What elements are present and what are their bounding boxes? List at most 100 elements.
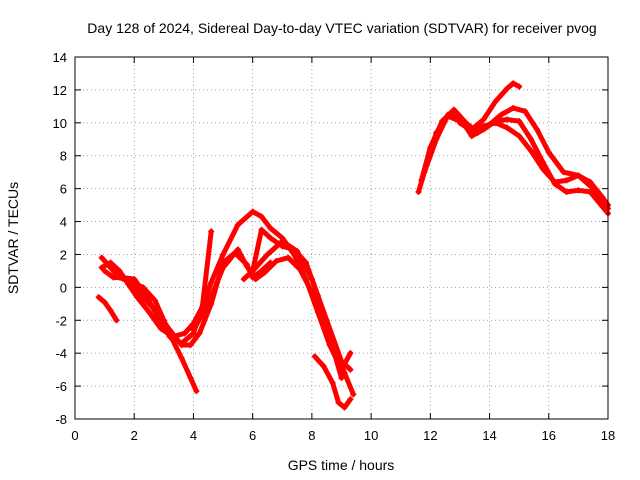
data-point-marker: [267, 225, 274, 232]
x-tick-label: 8: [308, 428, 315, 443]
y-axis-title: SDTVAR / TECUs: [5, 182, 21, 294]
series-track-3: [95, 294, 120, 324]
series-track-8: [249, 238, 354, 373]
data-point-marker: [575, 172, 582, 179]
data-point-marker: [347, 366, 354, 373]
data-point-marker: [205, 300, 212, 307]
x-tick-label: 12: [423, 428, 437, 443]
y-tick-label: -6: [55, 379, 67, 394]
data-point-marker: [421, 169, 428, 176]
data-point-marker: [347, 396, 354, 403]
data-point-marker: [510, 80, 517, 87]
data-point-marker: [308, 276, 315, 283]
data-point-marker: [350, 391, 357, 398]
data-point-marker: [98, 254, 105, 261]
data-point-marker: [95, 294, 102, 301]
data-point-marker: [451, 106, 458, 113]
data-point-marker: [187, 374, 194, 381]
data-point-marker: [208, 228, 215, 235]
x-tick-label: 18: [601, 428, 615, 443]
data-point-marker: [273, 258, 280, 265]
data-point-marker: [208, 279, 215, 286]
data-point-marker: [143, 297, 150, 304]
data-point-marker: [240, 276, 247, 283]
series-line: [250, 238, 353, 373]
series-line: [421, 112, 611, 216]
data-point-marker: [347, 350, 354, 357]
data-point-marker: [480, 116, 487, 123]
data-point-marker: [522, 108, 529, 115]
y-tick-labels: -8 -6 -4 -2 0 2 4 6 8 10 12 14: [53, 50, 67, 427]
x-tick-label: 10: [364, 428, 378, 443]
data-point-marker: [445, 111, 452, 118]
data-point-marker: [516, 83, 523, 90]
data-point-marker: [311, 353, 318, 360]
data-point-marker: [320, 363, 327, 370]
y-tick-label: -4: [55, 346, 67, 361]
data-point-marker: [516, 132, 523, 139]
x-tick-label: 2: [131, 428, 138, 443]
data-point-marker: [151, 297, 158, 304]
x-tick-label: 14: [482, 428, 496, 443]
data-point-marker: [456, 119, 463, 126]
series-track-12: [421, 111, 611, 217]
data-point-marker: [134, 294, 141, 301]
data-point-marker: [294, 248, 301, 255]
data-point-marker: [492, 98, 499, 105]
data-point-marker: [166, 333, 173, 340]
data-point-marker: [187, 341, 194, 348]
data-point-marker: [341, 404, 348, 411]
data-point-marker: [433, 136, 440, 143]
data-point-marker: [551, 179, 558, 186]
data-point-marker: [338, 374, 345, 381]
data-point-marker: [113, 317, 120, 324]
data-point-marker: [560, 169, 567, 176]
data-point-marker: [516, 118, 523, 125]
data-point-marker: [181, 330, 188, 337]
y-tick-label: 8: [60, 149, 67, 164]
x-tick-label: 0: [71, 428, 78, 443]
data-point-marker: [279, 238, 286, 245]
data-point-marker: [258, 226, 265, 233]
series-line: [96, 294, 119, 323]
data-point-marker: [196, 330, 203, 337]
data-point-marker: [249, 208, 256, 215]
data-point-marker: [264, 251, 271, 258]
data-point-marker: [285, 254, 292, 261]
data-point-marker: [329, 379, 336, 386]
plot-frame: [74, 56, 609, 420]
data-point-marker: [220, 264, 227, 271]
series-track-13: [456, 119, 611, 209]
data-point-marker: [258, 213, 265, 220]
data-point-marker: [267, 235, 274, 241]
data-point-marker: [599, 193, 606, 200]
data-point-marker: [587, 188, 594, 195]
data-point-marker: [587, 179, 594, 186]
data-point-marker: [504, 116, 511, 123]
data-point-marker: [575, 187, 582, 194]
data-point-marker: [563, 177, 570, 184]
data-point-marker: [116, 267, 123, 274]
data-point-marker: [498, 111, 505, 118]
data-point-marker: [492, 119, 499, 126]
data-point-marker: [539, 165, 546, 172]
data-point-marker: [234, 246, 241, 253]
y-tick-label: 6: [60, 182, 67, 197]
x-tick-label: 16: [542, 428, 556, 443]
data-point-marker: [335, 399, 342, 406]
y-tick-label: 2: [60, 247, 67, 262]
data-point-marker: [131, 276, 138, 283]
data-point-marker: [545, 149, 552, 156]
data-point-marker: [533, 126, 540, 133]
data-point-marker: [101, 299, 108, 306]
series-track-9: [311, 353, 354, 411]
data-point-marker: [249, 267, 256, 274]
data-point-marker: [166, 327, 173, 334]
data-point-marker: [178, 341, 185, 348]
data-point-marker: [146, 309, 153, 316]
data-point-marker: [261, 269, 268, 276]
data-point-marker: [101, 267, 108, 274]
series-line: [312, 354, 353, 410]
data-point-marker: [504, 85, 511, 92]
